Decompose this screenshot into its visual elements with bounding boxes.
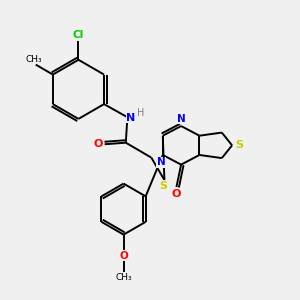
Text: S: S [236,140,244,150]
Text: Cl: Cl [73,30,84,40]
Text: S: S [160,181,167,190]
Text: N: N [177,114,185,124]
Text: N: N [157,158,166,167]
Text: N: N [127,113,136,123]
Text: H: H [137,109,144,118]
Text: CH₃: CH₃ [115,273,132,282]
Text: O: O [172,189,181,199]
Text: O: O [93,139,103,149]
Text: O: O [119,251,128,261]
Text: CH₃: CH₃ [26,55,43,64]
